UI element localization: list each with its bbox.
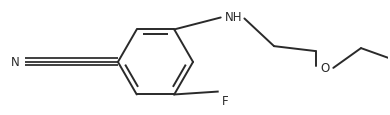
Text: O: O [321, 62, 330, 75]
Text: NH: NH [225, 10, 242, 23]
Text: N: N [11, 56, 20, 69]
Text: F: F [222, 94, 228, 107]
